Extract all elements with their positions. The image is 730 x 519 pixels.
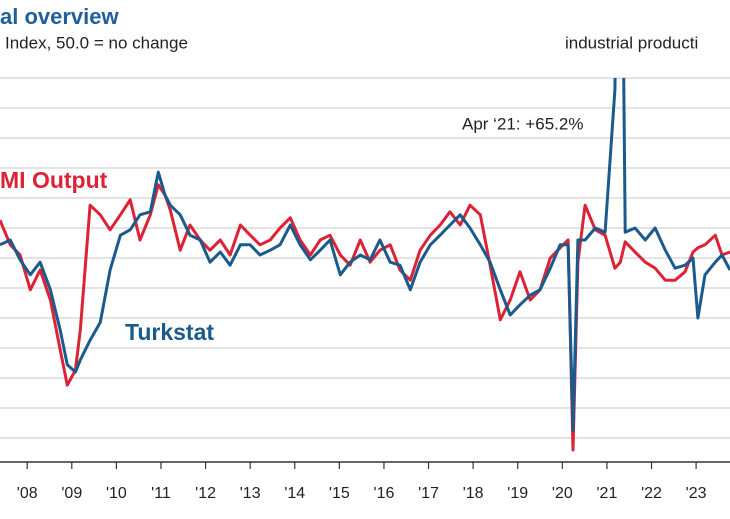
x-tick-label: '10 <box>106 485 127 502</box>
chart-subtitle: Index, 50.0 = no change <box>5 33 188 52</box>
x-tick-label: '12 <box>195 485 216 502</box>
series-line <box>0 183 730 452</box>
x-tick-label: '18 <box>463 485 484 502</box>
x-tick-label: '11 <box>151 485 171 502</box>
x-tick-label: '13 <box>240 485 261 502</box>
series-label: MI Output <box>0 167 108 193</box>
series-label: Turkstat <box>125 319 214 345</box>
x-tick-label: '15 <box>329 485 350 502</box>
y2-axis-label: industrial producti <box>565 33 698 52</box>
annotation: Apr ‘21: +65.2% <box>462 114 583 133</box>
x-tick-label: '19 <box>507 485 528 502</box>
x-tick-label: '21 <box>596 485 617 502</box>
plot-area <box>0 78 730 452</box>
x-axis: '08 '09 '10 '11 '12 '13 '14 '15 '16 '17 '18 '19 '20 '… <box>17 462 707 502</box>
x-tick-label: '16 <box>374 485 395 502</box>
x-tick-label: '17 <box>418 485 439 502</box>
x-tick-label: '09 <box>61 485 82 502</box>
x-tick-label: '22 <box>641 485 662 502</box>
x-tick-label: '14 <box>284 485 305 502</box>
x-tick-label: '20 <box>552 485 573 502</box>
series-line <box>0 78 730 432</box>
x-tick-label: '08 <box>17 485 38 502</box>
x-tick-label: '23 <box>686 485 707 502</box>
chart-title: al overview <box>0 4 120 29</box>
